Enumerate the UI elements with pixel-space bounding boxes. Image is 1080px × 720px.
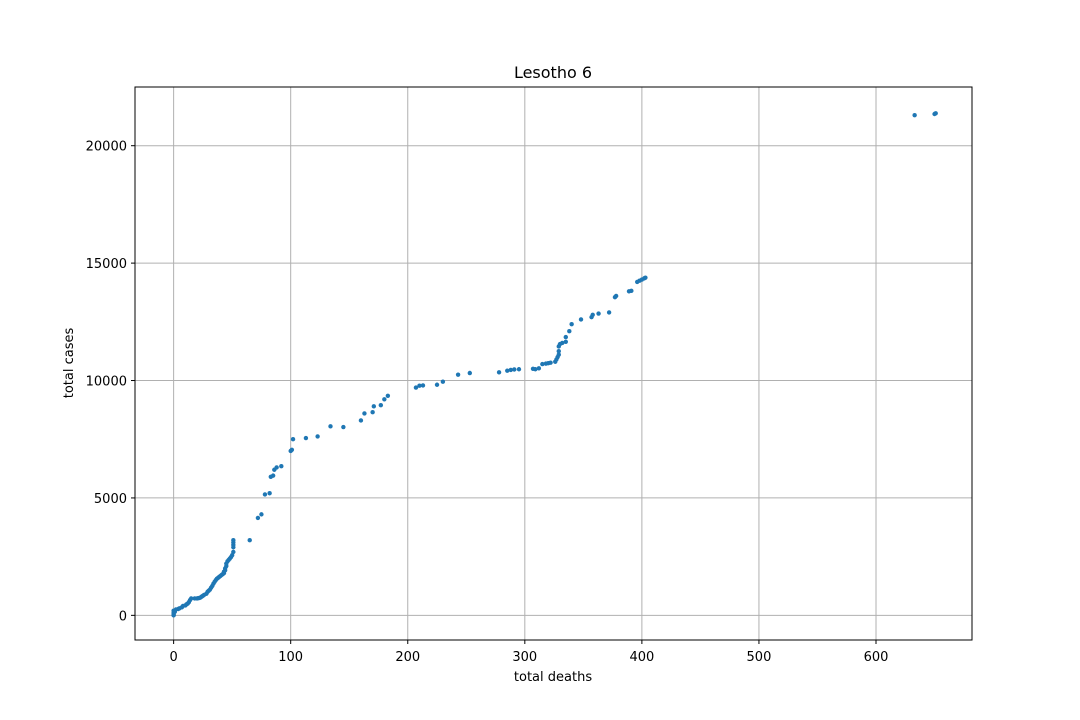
x-tick-label: 400 — [629, 650, 654, 665]
data-point — [413, 385, 419, 390]
x-axis-label: total deaths — [514, 670, 592, 685]
y-tick-label: 15000 — [86, 257, 127, 272]
data-point — [420, 383, 426, 388]
data-point — [440, 379, 446, 384]
data-point — [262, 492, 268, 497]
data-point — [303, 435, 309, 441]
data-point — [255, 515, 261, 521]
x-tick-label: 100 — [278, 650, 303, 665]
data-point — [596, 311, 601, 316]
data-point — [540, 361, 545, 367]
data-point — [629, 288, 634, 294]
data-point — [370, 410, 375, 415]
chart-title: Lesotho 6 — [514, 63, 592, 82]
data-point — [188, 596, 194, 601]
data-point — [434, 382, 440, 387]
data-point — [606, 310, 612, 315]
data-point — [231, 549, 236, 555]
plot-area-frame — [134, 86, 973, 641]
grid-lines — [135, 87, 972, 640]
data-point — [578, 317, 584, 322]
data-point — [279, 464, 284, 469]
data-point — [328, 424, 333, 429]
data-point — [385, 393, 391, 398]
data-point — [247, 538, 252, 543]
data-point — [516, 367, 522, 372]
data-point — [563, 339, 568, 344]
x-tick-label: 200 — [395, 650, 420, 665]
x-tick-label: 600 — [864, 650, 889, 665]
y-axis-label: total cases — [62, 328, 77, 399]
y-tick-label: 20000 — [86, 140, 127, 155]
data-point — [231, 538, 236, 543]
data-point — [417, 383, 422, 388]
data-point — [455, 372, 461, 377]
y-tick-label: 5000 — [94, 492, 127, 507]
data-point — [315, 434, 320, 439]
data-point — [259, 512, 264, 517]
data-point — [496, 370, 502, 375]
data-point — [548, 360, 553, 365]
data-points — [171, 111, 938, 618]
y-tick-label: 0 — [119, 609, 127, 624]
data-point — [643, 275, 648, 280]
data-point — [556, 348, 561, 354]
data-point — [290, 437, 296, 442]
data-point — [590, 312, 595, 317]
y-tick-label: 10000 — [86, 375, 127, 390]
data-point — [505, 368, 510, 373]
data-point — [613, 293, 619, 299]
x-tick-label: 500 — [747, 650, 772, 665]
data-point — [341, 424, 346, 430]
data-point — [289, 447, 295, 452]
data-point — [270, 473, 276, 478]
data-point — [508, 367, 513, 373]
data-point — [371, 404, 377, 409]
x-tick-label: 300 — [512, 650, 537, 665]
data-point — [567, 329, 572, 334]
data-point — [563, 334, 568, 340]
data-point — [912, 112, 917, 118]
data-point — [533, 367, 538, 372]
data-point — [267, 491, 272, 496]
axis-ticks: 0 100 200 300 400 500 600 0 5000 10000 15000 20000 — [86, 140, 889, 665]
data-point — [933, 111, 938, 116]
data-point — [556, 352, 561, 357]
data-point — [569, 321, 574, 327]
data-point — [362, 411, 367, 416]
data-point — [467, 370, 472, 376]
data-point — [536, 366, 542, 371]
data-point — [512, 367, 517, 372]
data-point — [382, 397, 387, 402]
data-point — [560, 340, 565, 346]
data-point — [378, 402, 384, 408]
x-tick-label: 0 — [169, 650, 177, 665]
data-point — [274, 465, 279, 470]
data-point — [358, 418, 364, 423]
